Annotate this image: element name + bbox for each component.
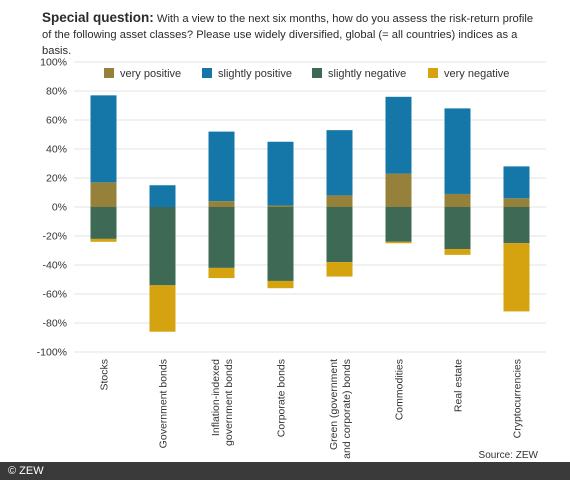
legend-swatch-slightly-negative [312, 68, 322, 78]
y-tick-label: 60% [46, 115, 67, 127]
bar-slightly-negative [90, 207, 117, 239]
x-tick-label: Green (government [328, 359, 340, 450]
legend-swatch-very-negative [428, 68, 438, 78]
y-tick-label: -100% [37, 347, 67, 359]
bar-very-positive [385, 173, 412, 207]
y-tick-label: 20% [46, 173, 67, 185]
x-tick-label: Stocks [99, 359, 111, 391]
x-tick-label: Real estate [453, 359, 465, 412]
bar-very-positive [267, 205, 294, 207]
y-tick-label: 0% [52, 202, 67, 214]
bar-very-positive [90, 182, 117, 207]
legend-label: slightly negative [328, 68, 406, 80]
chart-title: Special question: With a view to the nex… [42, 10, 542, 59]
y-tick-label: -60% [42, 289, 67, 301]
x-tick-label: Cryptocurrencies [512, 359, 524, 438]
bar-slightly-negative [503, 207, 530, 244]
bar-slightly-positive [385, 96, 412, 174]
y-tick-label: 80% [46, 86, 67, 98]
bar-slightly-positive [503, 166, 530, 199]
legend-swatch-slightly-positive [202, 68, 212, 78]
bar-very-positive [326, 195, 353, 207]
bar-slightly-negative [444, 207, 471, 250]
bar-slightly-positive [90, 95, 117, 183]
chart-title-text: With a view to the next six months, how … [42, 13, 534, 57]
x-tick-label: government bonds [223, 359, 235, 446]
bar-slightly-positive [444, 108, 471, 194]
legend-label: very negative [444, 68, 509, 80]
bar-very-positive [208, 201, 235, 207]
bar-slightly-positive [326, 130, 353, 196]
bar-slightly-negative [326, 207, 353, 263]
x-tick-label: Corporate bonds [276, 359, 288, 437]
bar-very-negative [385, 241, 412, 244]
bar-slightly-negative [385, 207, 412, 242]
bar-very-positive [503, 198, 530, 207]
source-note: Source: ZEW [478, 450, 538, 461]
x-tick-label: Commodities [394, 359, 406, 420]
stacked-bar-chart: -100% -80% -60% -40% -20% 0% 20% 40% 60% 80% 100% S… [37, 57, 546, 459]
bar-slightly-positive [208, 131, 235, 202]
x-tick-label: and corporate) bonds [341, 359, 353, 459]
bar-very-negative [208, 267, 235, 279]
legend-swatch-very-positive [104, 68, 114, 78]
chart-title-bold: Special question: [42, 10, 154, 25]
bar-very-negative [326, 262, 353, 277]
x-tick-label: Government bonds [158, 359, 170, 448]
y-tick-label: 40% [46, 144, 67, 156]
bar-very-positive [444, 193, 471, 207]
copyright-text: © ZEW [8, 465, 44, 477]
footer-bar: © ZEW [0, 462, 570, 480]
x-tick-label: Inflation-indexed [210, 359, 222, 436]
bar-slightly-negative [267, 207, 294, 281]
bar-very-negative [267, 280, 294, 289]
bar-slightly-positive [149, 185, 176, 207]
y-tick-label: 100% [40, 57, 67, 69]
bar-slightly-negative [208, 207, 235, 268]
y-tick-label: -20% [42, 231, 67, 243]
bar-very-negative [444, 249, 471, 255]
bar-very-negative [149, 285, 176, 332]
legend-label: slightly positive [218, 68, 292, 80]
y-tick-label: -40% [42, 260, 67, 272]
y-tick-label: -80% [42, 318, 67, 330]
bar-slightly-negative [149, 207, 176, 286]
bar-very-negative [90, 238, 117, 242]
bar-very-negative [503, 243, 530, 312]
legend-label: very positive [120, 68, 181, 80]
bar-slightly-positive [267, 141, 294, 206]
